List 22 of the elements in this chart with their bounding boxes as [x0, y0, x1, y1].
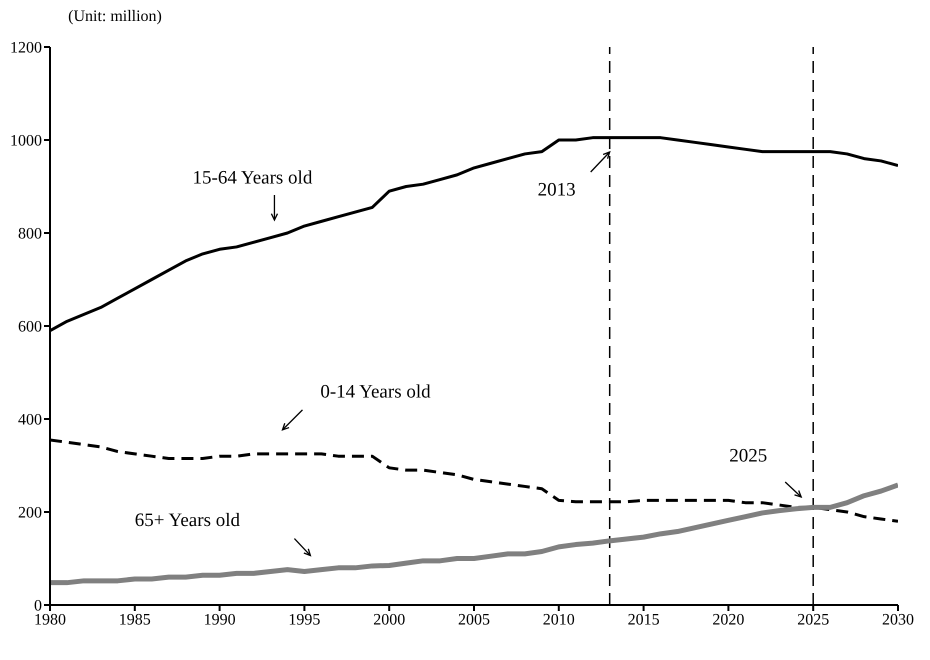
- text: 65+ Years old: [134, 510, 240, 532]
- text: 0-14 Years old: [320, 381, 432, 402]
- x-tick-label: 2005: [458, 611, 490, 628]
- x-tick-label: 2020: [712, 611, 744, 628]
- x-tick-label: 2010: [542, 611, 575, 628]
- ref-line-label: 2025: [729, 446, 768, 466]
- y-tick-label: 200: [18, 504, 42, 522]
- x-tick-label: 1985: [118, 611, 151, 628]
- x-tick-label: 2030: [882, 611, 914, 628]
- x-tick-label: 2015: [628, 611, 660, 628]
- y-tick-label: 600: [18, 318, 42, 336]
- x-tick-label: 1990: [204, 611, 236, 628]
- x-tick-label: 2025: [797, 611, 830, 628]
- y-tick-label: 1000: [10, 132, 42, 150]
- ref-line-label: 2013: [538, 180, 576, 200]
- y-tick-label: 800: [18, 226, 42, 243]
- x-tick-label: 2000: [373, 611, 406, 628]
- series-label: 15-64 Years old: [192, 168, 313, 188]
- y-tick-label: 400: [18, 412, 42, 429]
- x-tick-label: 1995: [288, 611, 320, 628]
- y-axis-title: (Unit: million): [68, 8, 162, 25]
- y-tick-label: 1200: [10, 40, 42, 57]
